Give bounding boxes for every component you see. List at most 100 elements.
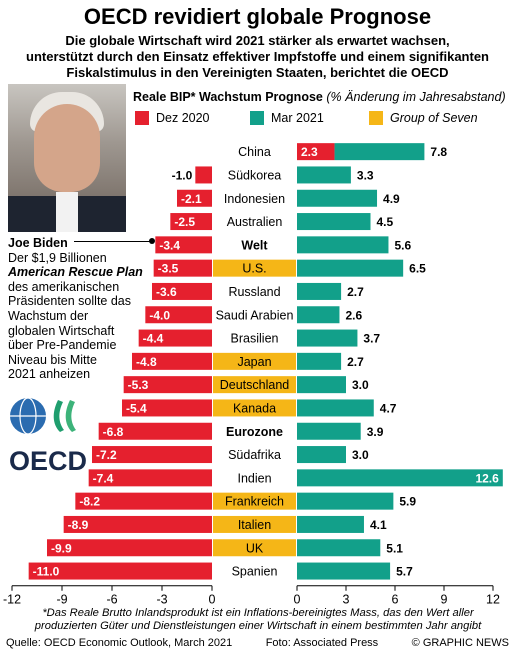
caption-name: Joe Biden — [8, 236, 68, 250]
data-label-dez2020: -2.5 — [174, 215, 195, 229]
photo-caption: Joe Biden Der $1,9 Billionen American Re… — [8, 236, 158, 382]
photo-face — [34, 104, 100, 192]
bar-dez2020 — [153, 259, 212, 277]
g7-highlight — [213, 515, 296, 533]
bar-mar2021 — [297, 259, 404, 277]
bar-dez2020 — [92, 446, 212, 464]
subtitle: Die globale Wirtschaft wird 2021 stärker… — [0, 33, 515, 81]
data-label-mar2021: 3.7 — [363, 332, 380, 346]
bar-dez2020 — [145, 306, 212, 324]
bar-dez2020 — [28, 562, 212, 580]
data-label-dez2020: -7.4 — [93, 471, 114, 485]
category-label: Südkorea — [228, 168, 282, 182]
data-label-dez2020: -4.0 — [149, 308, 170, 322]
photo-credit: Foto: Associated Press — [265, 637, 379, 649]
data-label-dez2020: 2.3 — [301, 145, 318, 159]
subtitle-line: Die globale Wirtschaft wird 2021 stärker… — [65, 33, 450, 48]
caption-line: globalen Wirtschaft — [8, 323, 115, 338]
subtitle-line: unterstützt durch den Einsatz effektiver… — [26, 49, 489, 64]
category-label: U.S. — [242, 262, 266, 276]
category-label: Indonesien — [224, 192, 285, 206]
category-label: Australien — [227, 215, 283, 229]
caption-plan: American Rescue Plan — [8, 265, 143, 280]
category-label: Spanien — [232, 565, 278, 579]
data-label-dez2020: -1.0 — [172, 168, 193, 182]
bar-mar2021 — [297, 352, 342, 370]
legend-swatch-mar2021 — [250, 111, 264, 125]
x-tick-label-right: 6 — [392, 593, 399, 607]
data-label-mar2021: 3.0 — [352, 448, 369, 462]
category-label: Eurozone — [226, 425, 283, 439]
bar-dez2020 — [177, 189, 212, 207]
bar-dez2020 — [75, 492, 212, 510]
bar-dez2020 — [63, 515, 212, 533]
data-label-mar2021: 4.5 — [377, 215, 394, 229]
caption-line: Der $1,9 Billionen — [8, 250, 107, 265]
bar-mar2021 — [297, 399, 374, 417]
data-label-dez2020: -3.4 — [159, 238, 180, 252]
caption-line: Wachstum der — [8, 308, 89, 323]
category-label: Japan — [237, 355, 271, 369]
data-label-dez2020: -4.8 — [136, 355, 157, 369]
bar-dez2020 — [297, 143, 335, 161]
caption-connector-line — [74, 241, 152, 242]
page-title: OECD revidiert globale Prognose — [83, 4, 432, 29]
data-label-dez2020: -8.2 — [79, 495, 100, 509]
data-label-mar2021: 5.7 — [396, 565, 413, 579]
oecd-stripe-icon — [53, 400, 64, 432]
bar-chart: 2.3 7.8 China -1.0 3.3 Südkorea -2.1 4.9 Indones… — [3, 143, 503, 607]
oecd-logo-text: OECD — [9, 446, 87, 476]
x-tick-label-left: -6 — [106, 593, 117, 607]
bar-mar2021 — [297, 422, 361, 440]
bar-dez2020 — [47, 539, 212, 557]
data-label-dez2020: -2.1 — [181, 192, 202, 206]
data-label-mar2021: 4.9 — [383, 192, 400, 206]
legend-item-dez2020: Dez 2020 — [135, 111, 210, 125]
data-label-mar2021: 6.5 — [409, 262, 426, 276]
g7-highlight — [213, 539, 296, 557]
x-tick-label-left: -9 — [56, 593, 67, 607]
footnote-line: produzierten Güter und Dienstleistungen … — [34, 620, 482, 632]
legend-label-g7: Group of Seven — [390, 111, 478, 125]
x-tick-label-left: 0 — [209, 593, 216, 607]
legend-swatch-g7 — [369, 111, 383, 125]
data-label-mar2021: 5.6 — [394, 238, 411, 252]
bar-mar2021 — [297, 306, 340, 324]
data-label-mar2021: 4.7 — [380, 401, 397, 415]
data-label-dez2020: -6.8 — [103, 425, 124, 439]
data-label-dez2020: -4.4 — [143, 332, 164, 346]
g7-highlight — [213, 376, 296, 394]
x-tick-label-left: -12 — [3, 593, 21, 607]
category-label: Kanada — [233, 401, 276, 415]
bar-mar2021 — [297, 329, 358, 347]
bar-mar2021 — [334, 143, 425, 161]
data-label-dez2020: -3.6 — [156, 285, 177, 299]
bar-dez2020 — [122, 399, 212, 417]
g7-highlight — [213, 259, 296, 277]
source-bar: Quelle: OECD Economic Outlook, March 202… — [6, 637, 509, 649]
bar-mar2021 — [297, 446, 346, 464]
caption-line: 2021 anheizen — [8, 367, 91, 382]
category-label: China — [238, 145, 271, 159]
chart-legend: Dez 2020 Mar 2021 Group of Seven — [133, 111, 513, 129]
chart-title-main: Reale BIP* Wachstum Prognose — [133, 90, 323, 104]
x-tick-label-right: 3 — [343, 593, 350, 607]
category-label: Südafrika — [228, 448, 281, 462]
data-label-dez2020: -5.3 — [128, 378, 149, 392]
oecd-stripe-icon — [65, 400, 76, 432]
data-label-mar2021: 3.0 — [352, 378, 369, 392]
legend-swatch-dez2020 — [135, 111, 149, 125]
photo-shirt — [56, 192, 78, 232]
legend-item-g7: Group of Seven — [369, 111, 478, 125]
x-tick-label-right: 0 — [294, 593, 301, 607]
copyright: © GRAPHIC NEWS — [411, 637, 509, 649]
biden-photo — [8, 84, 126, 232]
legend-item-mar2021: Mar 2021 — [250, 111, 324, 125]
bar-dez2020 — [123, 376, 212, 394]
data-label-mar2021: 2.6 — [345, 308, 362, 322]
bar-mar2021 — [297, 213, 371, 231]
data-label-mar2021: 3.9 — [367, 425, 384, 439]
data-label-mar2021: 2.7 — [347, 355, 364, 369]
g7-highlight — [213, 352, 296, 370]
footnote: *Das Reale Brutto Inlandsprodukt ist ein… — [4, 607, 512, 633]
